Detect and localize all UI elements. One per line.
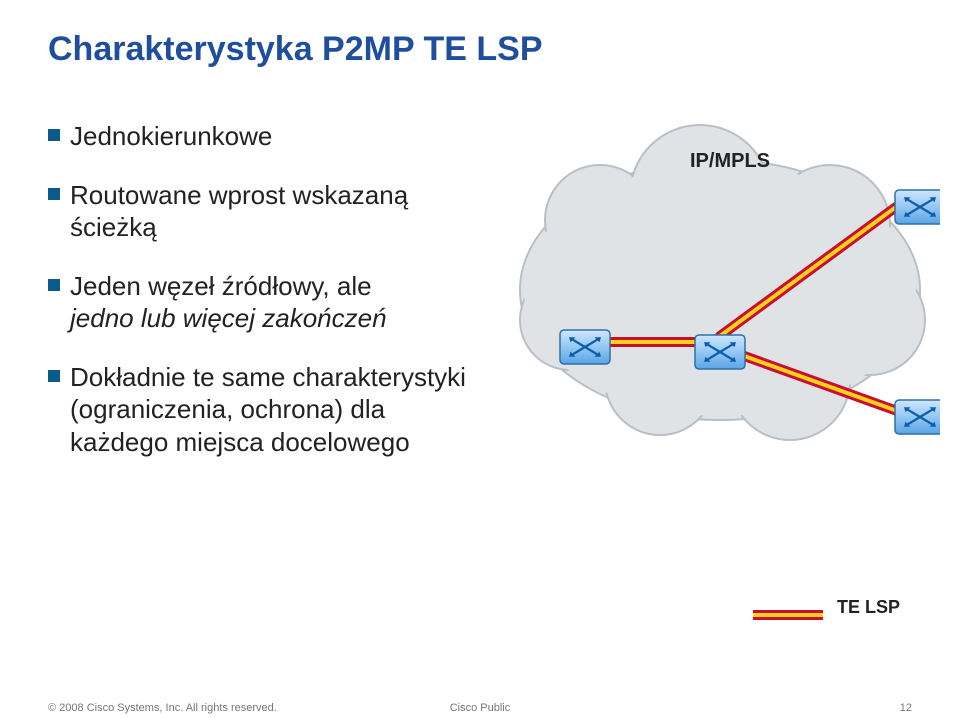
slide: Charakterystyka P2MP TE LSP Jednokierunk… [0,0,960,718]
page-number: 12 [900,702,912,714]
bullet-text: Jednokierunkowe [70,120,272,153]
bullet-marker-icon [48,188,60,200]
bullet-marker-icon [48,279,60,291]
bullet-item: Dokładnie te same charakterystyki (ogran… [48,361,478,459]
bullet-item: Jeden węzeł źródłowy, ale jedno lub więc… [48,270,478,335]
bullet-list: Jednokierunkowe Routowane wprost wskazan… [48,120,478,484]
page-title: Charakterystyka P2MP TE LSP [48,30,543,69]
router-bottom-icon [895,400,940,434]
legend: TE LSP [753,597,900,618]
router-top-icon [895,190,940,224]
bullet-subtext: jedno lub więcej zakończeń [70,302,478,335]
footer-center: Cisco Public [450,702,511,714]
router-source-icon [560,330,610,364]
bullet-text: Jeden węzeł źródłowy, ale [70,270,372,303]
footer-copyright: © 2008 Cisco Systems, Inc. All rights re… [48,702,277,714]
ip-mpls-label: IP/MPLS [690,150,770,173]
bullet-item: Routowane wprost wskazaną ścieżką [48,179,478,244]
bullet-text: Routowane wprost wskazaną ścieżką [70,179,478,244]
router-mid-icon [695,335,745,369]
bullet-text: Dokładnie te same charakterystyki (ogran… [70,361,478,459]
network-diagram: IP/MPLS [500,120,940,460]
bullet-marker-icon [48,129,60,141]
bullet-marker-icon [48,370,60,382]
legend-label: TE LSP [837,597,900,618]
bullet-item: Jednokierunkowe [48,120,478,153]
